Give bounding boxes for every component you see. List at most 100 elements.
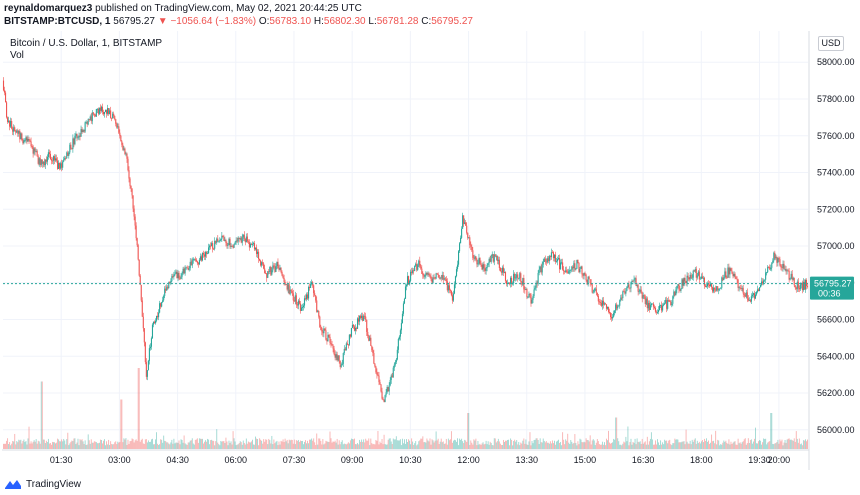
volume-bar [680, 442, 682, 449]
volume-bar [725, 440, 727, 449]
volume-bar [355, 444, 356, 449]
volume-bar [163, 435, 165, 449]
brand-name[interactable]: TradingView [26, 478, 82, 490]
volume-bar [227, 445, 229, 449]
volume-bar [586, 439, 588, 449]
publisher-name[interactable]: reynaldomarquez3 [4, 3, 93, 14]
volume-bar [648, 441, 650, 449]
candle-body [630, 282, 632, 289]
price-axis[interactable]: 58000.0057800.0057600.0057400.0057200.00… [817, 57, 855, 435]
candle-body [471, 246, 473, 251]
candle-body [648, 302, 650, 310]
volume-bar [784, 439, 786, 449]
tradingview-logo-icon[interactable] [4, 478, 22, 490]
candle-body [579, 268, 581, 273]
candle-body [3, 90, 6, 93]
candle-body [253, 243, 256, 250]
volume-bar [700, 441, 702, 449]
candle-body [656, 312, 659, 313]
volume-bar [467, 413, 469, 449]
volume-bar [513, 441, 515, 449]
volume-bar [629, 442, 631, 449]
volume-bar [672, 443, 674, 449]
volume-bar [412, 441, 414, 449]
candle-body [684, 278, 686, 281]
candle-body [123, 148, 125, 150]
candle-body [216, 238, 218, 243]
candle-body [516, 274, 518, 278]
candle-body [651, 303, 653, 305]
candle-body [178, 272, 180, 279]
currency-button[interactable]: USD [818, 36, 844, 51]
candle-body [417, 265, 419, 270]
volume-bar [781, 439, 783, 449]
candle-body [89, 116, 91, 120]
volume-bar [720, 444, 722, 449]
volume-bar [231, 444, 233, 449]
volume-bar [49, 443, 51, 449]
candle-body [263, 263, 265, 269]
volume-bar [746, 443, 748, 449]
volume-bar [28, 426, 30, 449]
footer: TradingView [4, 476, 81, 492]
candle-body [176, 271, 178, 279]
candle-body [467, 232, 469, 238]
candle-body [147, 360, 149, 371]
volume-bar [303, 444, 304, 449]
candle-body [151, 324, 154, 339]
candle-body [264, 268, 266, 274]
candle-body [309, 286, 311, 289]
volume-bar [657, 439, 658, 449]
volume-bar [351, 439, 353, 449]
candle-body [729, 268, 731, 275]
candle-body [707, 283, 710, 285]
volume-bar [756, 443, 757, 449]
volume-bar [263, 439, 265, 449]
volume-bar [266, 439, 268, 449]
candle-body [773, 252, 775, 261]
candle-body [184, 268, 186, 274]
volume-bar [645, 444, 647, 449]
volume-bar [382, 444, 384, 449]
candle-body [476, 259, 478, 265]
volume-bar [260, 439, 262, 449]
volume-bar [415, 441, 417, 449]
candle-body [82, 130, 84, 133]
volume-bar [178, 440, 180, 449]
volume-bar [228, 440, 230, 449]
volume-bar [718, 440, 720, 449]
volume-bar [196, 438, 198, 449]
candle-body [542, 261, 544, 265]
volume-bar [764, 439, 766, 449]
candle-body [439, 277, 441, 279]
candle-body [74, 135, 76, 145]
candle-body [48, 152, 50, 154]
volume-bar [107, 444, 109, 449]
candle-body [554, 254, 557, 262]
candle-body [605, 304, 608, 309]
volume-bar [547, 442, 549, 449]
volume-bar [456, 441, 457, 449]
time-axis[interactable]: 01:30 03:00 04:30 06:00 07:30 09:00 10:30 12:00… [50, 455, 790, 465]
volume-bar [782, 445, 784, 449]
volume-bar [796, 438, 798, 449]
candle-body [292, 293, 294, 301]
candle-body [247, 241, 249, 243]
volume-bar [317, 444, 319, 449]
volume-bar [42, 439, 44, 449]
volume-bar [4, 443, 5, 449]
volume-bar [180, 439, 182, 449]
volume-bar [267, 444, 269, 449]
candle-body [623, 291, 625, 293]
volume-bar [594, 445, 596, 449]
volume-bar [551, 440, 553, 449]
volume-bar [207, 438, 209, 449]
candle-body [499, 268, 501, 272]
candle-body [348, 334, 350, 345]
candle-body [517, 274, 519, 279]
candle-body [718, 289, 720, 291]
candle-body [435, 273, 437, 279]
candle-body [422, 273, 424, 276]
candle-body [683, 278, 685, 286]
